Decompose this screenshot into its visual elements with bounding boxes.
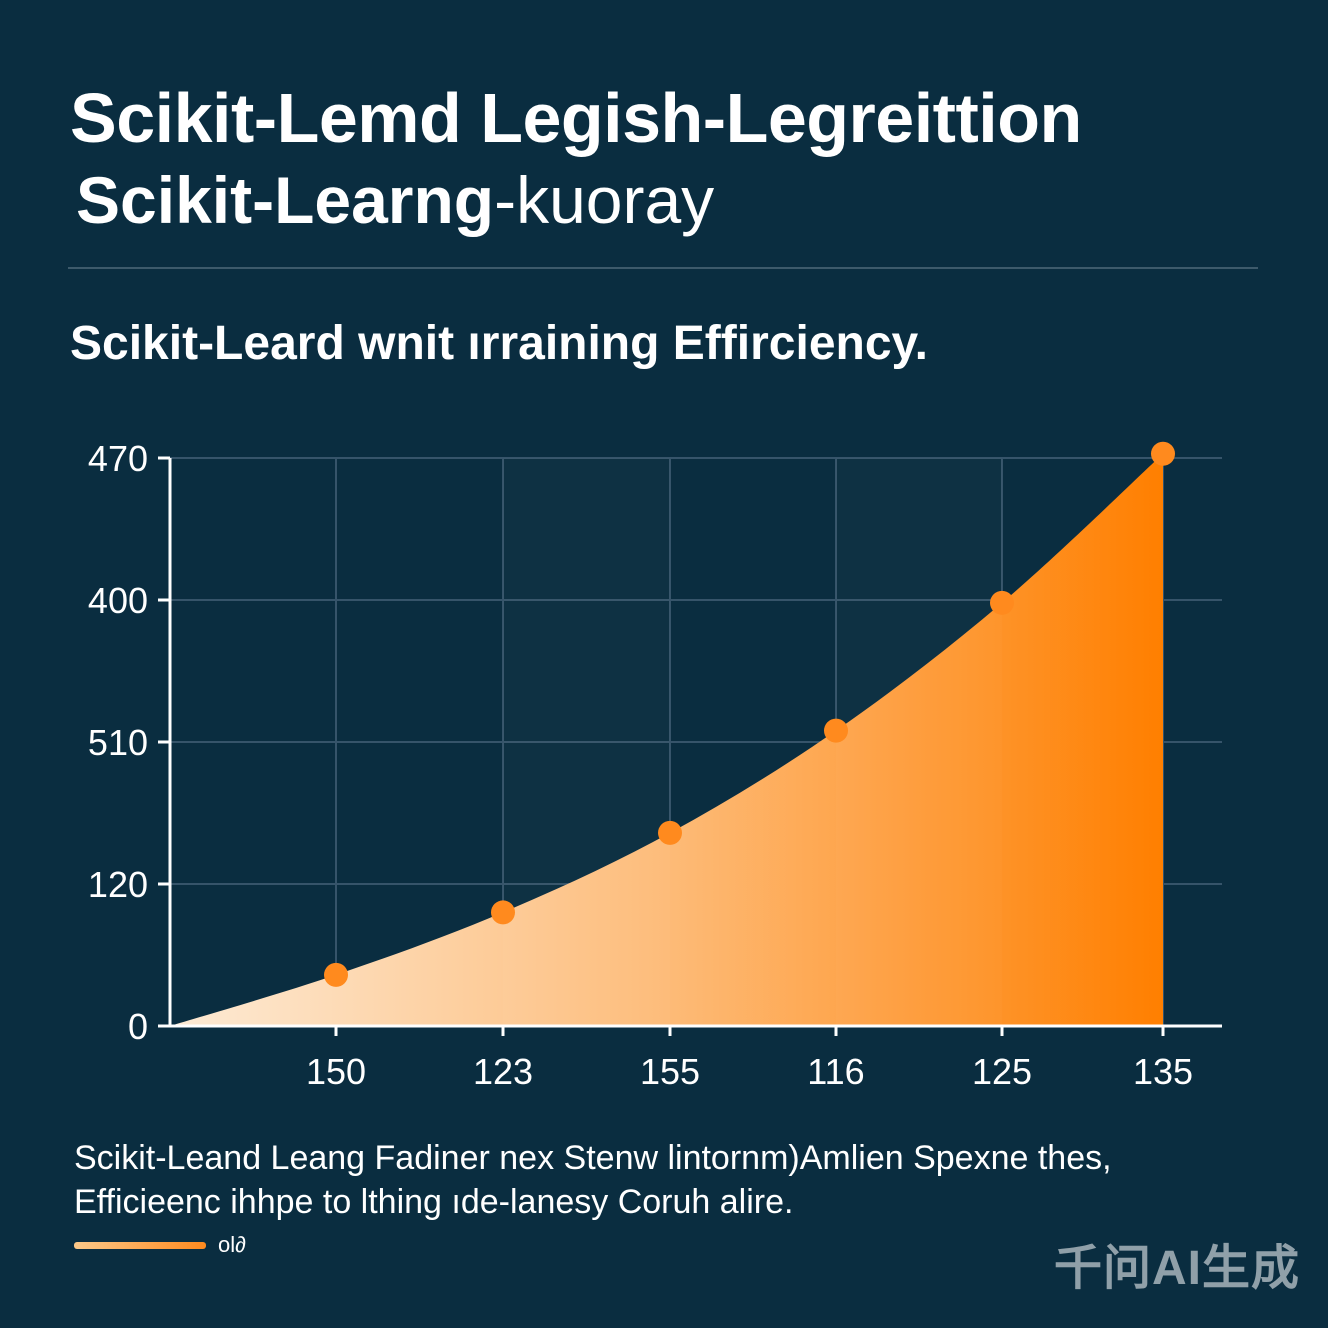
area-band [1002, 458, 1163, 1026]
x-tick-label: 125 [972, 1051, 1032, 1092]
subtitle-bold: Scikit-Leard [70, 317, 345, 370]
data-point [491, 900, 515, 925]
area-band [336, 458, 503, 1026]
data-point [1151, 441, 1175, 466]
header-divider [68, 267, 1258, 269]
y-tick-label: 510 [88, 722, 148, 763]
x-tick-label: 150 [306, 1051, 366, 1092]
area-band [503, 458, 670, 1026]
x-tick-label: 155 [640, 1051, 700, 1092]
data-point [324, 962, 348, 987]
legend-label: ol∂ [218, 1232, 246, 1257]
area-band [836, 458, 1002, 1026]
legend-swatch [74, 1241, 206, 1249]
data-point [658, 820, 682, 845]
area-band [670, 458, 836, 1026]
chart-subtitle: Scikit-Leard wnit ırraining Effirciency. [70, 317, 928, 371]
caption-line-1: Scikit-Leand Leang Fadiner nex Stenw lin… [74, 1139, 1112, 1177]
title-line2-bold: Scikit-Learng [76, 163, 495, 237]
series-area [170, 453, 1163, 1026]
x-tick-label: 116 [807, 1051, 864, 1092]
caption-line-2: Efficieenc ihhpe to lthing ıde-lanesy Co… [74, 1183, 794, 1221]
chart-caption: Scikit-Leand Leang Fadiner nex Stenw lin… [74, 1136, 1254, 1224]
x-tick-label: 135 [1133, 1051, 1193, 1092]
x-tick-label: 123 [473, 1051, 533, 1092]
data-point [990, 590, 1014, 615]
subtitle-light: wnit ırraining Effirciency. [358, 317, 928, 370]
y-tick-label: 470 [88, 438, 148, 479]
chart-title: Scikit-Lemd Legish-Legreittion [70, 79, 1082, 157]
y-tick-label: 0 [128, 1006, 148, 1047]
y-tick-label: 120 [88, 864, 148, 905]
chart-title-line2: Scikit-Learng-kuoray [76, 164, 714, 237]
legend: ol∂ [74, 1230, 246, 1260]
y-tick-label: 400 [88, 580, 148, 621]
title-line2-light: -kuoray [494, 163, 715, 237]
data-point [824, 718, 848, 743]
watermark: 千问AI生成 [1053, 1242, 1300, 1295]
area-chart: 0 120 510 400 470 150 123 155 116 125 135 [88, 438, 1222, 1092]
